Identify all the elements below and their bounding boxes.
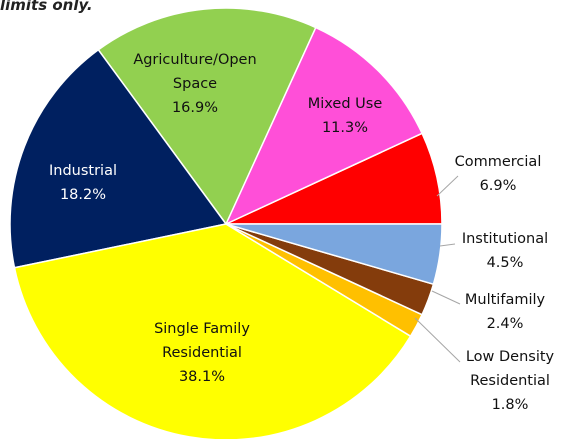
- category-label: Commercial: [454, 154, 542, 170]
- note: limits only.: [0, 0, 93, 14]
- pie-slice: [9, 48, 228, 269]
- slice-label: Institutional 4.5%: [450, 227, 560, 275]
- category-label: Multifamily: [464, 292, 546, 308]
- value-label: 11.3%: [321, 120, 369, 136]
- slice-label: Commercial 6.9%: [443, 150, 553, 198]
- slice-label: Mixed Use 11.3%: [290, 92, 400, 140]
- value-label: 2.4%: [486, 316, 524, 332]
- leader-line: [414, 317, 461, 363]
- pie-slice: [97, 7, 317, 226]
- leader-line: [436, 175, 459, 197]
- value-label: 6.9%: [479, 178, 517, 194]
- category-label: Mixed Use: [307, 96, 383, 112]
- category-label: Industrial: [48, 163, 117, 179]
- category-label: Institutional: [461, 231, 549, 247]
- category-label: Agriculture/Open Space: [133, 52, 257, 92]
- category-label: Low Density Residential: [465, 349, 555, 389]
- value-label: 16.9%: [171, 100, 219, 116]
- value-label: 38.1%: [178, 369, 226, 385]
- leader-line: [431, 290, 461, 305]
- pie-slice: [224, 26, 424, 226]
- slice-label: Low Density Residential 1.8%: [455, 345, 561, 417]
- slice-label: Industrial 18.2%: [28, 159, 138, 207]
- value-label: 1.8%: [491, 397, 529, 413]
- slice-label: Agriculture/Open Space 16.9%: [128, 48, 263, 120]
- value-label: 18.2%: [59, 187, 107, 203]
- leader-lines: [414, 175, 461, 363]
- leader-line: [439, 243, 456, 247]
- pie-slice: [225, 223, 443, 286]
- category-label: Single Family Residential: [154, 321, 250, 361]
- value-label: 4.5%: [486, 255, 524, 271]
- slice-label: Multifamily 2.4%: [450, 288, 560, 336]
- slice-label: Single Family Residential 38.1%: [142, 317, 262, 389]
- pie-slice: [13, 223, 412, 439]
